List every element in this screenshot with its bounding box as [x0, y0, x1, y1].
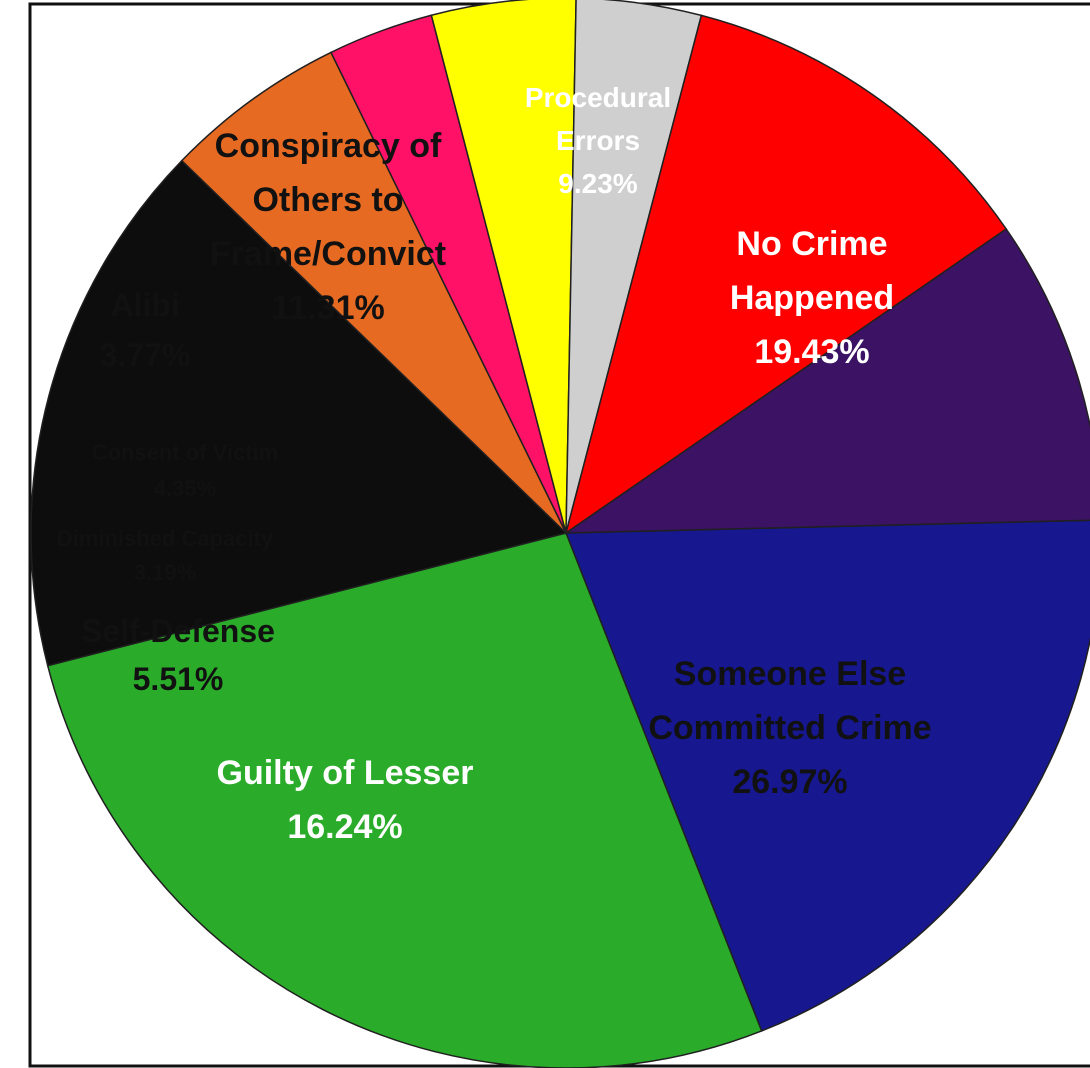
pie-label-percent: 11.31%: [271, 289, 384, 327]
pie-label-guilty-of-lesser: Guilty of Lesser 16.24%: [217, 754, 474, 846]
pie-label-alibi: Alibi 3.77%: [100, 287, 191, 373]
pie-label-percent: 5.51%: [133, 661, 224, 697]
pie-label-percent: 19.43%: [754, 333, 869, 371]
pie-slice-procedural-errors: [563, 227, 1090, 534]
pie-slices: [30, 0, 1090, 1068]
pie-label-percent: 3.77%: [100, 337, 191, 373]
pie-label-line: Someone Else: [674, 655, 906, 693]
pie-label-percent: 4.35%: [154, 476, 216, 501]
pie-label-someone-else-committed-crime: Someone Else Committed Crime 26.97%: [648, 655, 931, 801]
pie-slice-conspiracy-of-others-to-frame-convict: [564, 14, 1008, 535]
pie-label-line: Self-Defense: [81, 613, 275, 649]
pie-labels: No Crime Happened 19.43% Someone Else Commit…: [57, 82, 932, 847]
pie-slice-someone-else-committed-crime: [46, 532, 763, 1068]
pie-label-line: No Crime: [736, 225, 887, 263]
pie-label-conspiracy-of-others-to-frame-convict: Conspiracy of Others to Frame/Convict 11.31…: [210, 127, 446, 327]
pie-label-line: Others to: [252, 181, 403, 219]
pie-label-self-defense: Self-Defense 5.51%: [81, 613, 275, 697]
pie-label-line: Diminished Capacity: [57, 526, 274, 551]
pie-label-percent: 9.23%: [558, 168, 637, 199]
pie-label-diminished-capacity: Diminished Capacity 3.19%: [57, 526, 274, 585]
pie-slice-no-crime-happened: [564, 519, 1090, 1032]
pie-label-line: Procedural: [525, 82, 671, 113]
pie-label-percent: 26.97%: [732, 763, 847, 801]
pie-label-procedural-errors: Procedural Errors 9.23%: [525, 82, 671, 199]
pie-label-line: Alibi: [110, 287, 179, 323]
pie-slice-self-defense: [180, 51, 567, 534]
pie-label-line: Errors: [556, 125, 640, 156]
pie-label-line: Committed Crime: [648, 709, 931, 747]
pie-label-line: Guilty of Lesser: [217, 754, 474, 792]
pie-slice-guilty-of-lesser: [30, 159, 568, 667]
pie-label-line: Happened: [730, 279, 894, 317]
pie-label-line: Conspiracy of: [215, 127, 442, 165]
pie-label-consent-of-victim: Consent of Victim 4.35%: [92, 440, 279, 501]
pie-label-line: Consent of Victim: [92, 440, 279, 465]
pie-label-line: Frame/Convict: [210, 235, 446, 273]
pie-label-percent: 16.24%: [287, 808, 402, 846]
pie-label-no-crime-happened: No Crime Happened 19.43%: [730, 225, 894, 371]
pie-slice-consent-of-victim: [430, 0, 577, 534]
pie-label-percent: 3.19%: [134, 560, 196, 585]
